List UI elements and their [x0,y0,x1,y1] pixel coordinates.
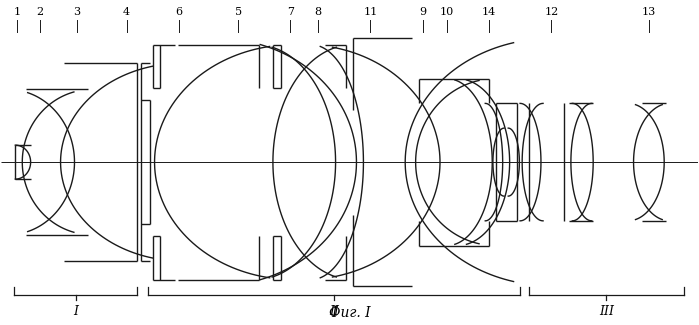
Text: 5: 5 [235,7,242,17]
Text: 2: 2 [36,7,43,17]
Text: 13: 13 [642,7,656,17]
Text: 1: 1 [14,7,21,17]
Text: 12: 12 [545,7,559,17]
Text: 7: 7 [287,7,294,17]
Text: II: II [329,305,339,318]
Text: I: I [73,305,78,318]
Text: 9: 9 [419,7,426,17]
Text: III: III [599,305,614,318]
Text: 11: 11 [363,7,377,17]
Text: 10: 10 [440,7,454,17]
Text: Фиг. I: Фиг. I [329,306,370,320]
Text: 8: 8 [315,7,322,17]
Text: 14: 14 [482,7,496,17]
Text: 4: 4 [123,7,130,17]
Text: 3: 3 [73,7,80,17]
Text: 6: 6 [175,7,182,17]
